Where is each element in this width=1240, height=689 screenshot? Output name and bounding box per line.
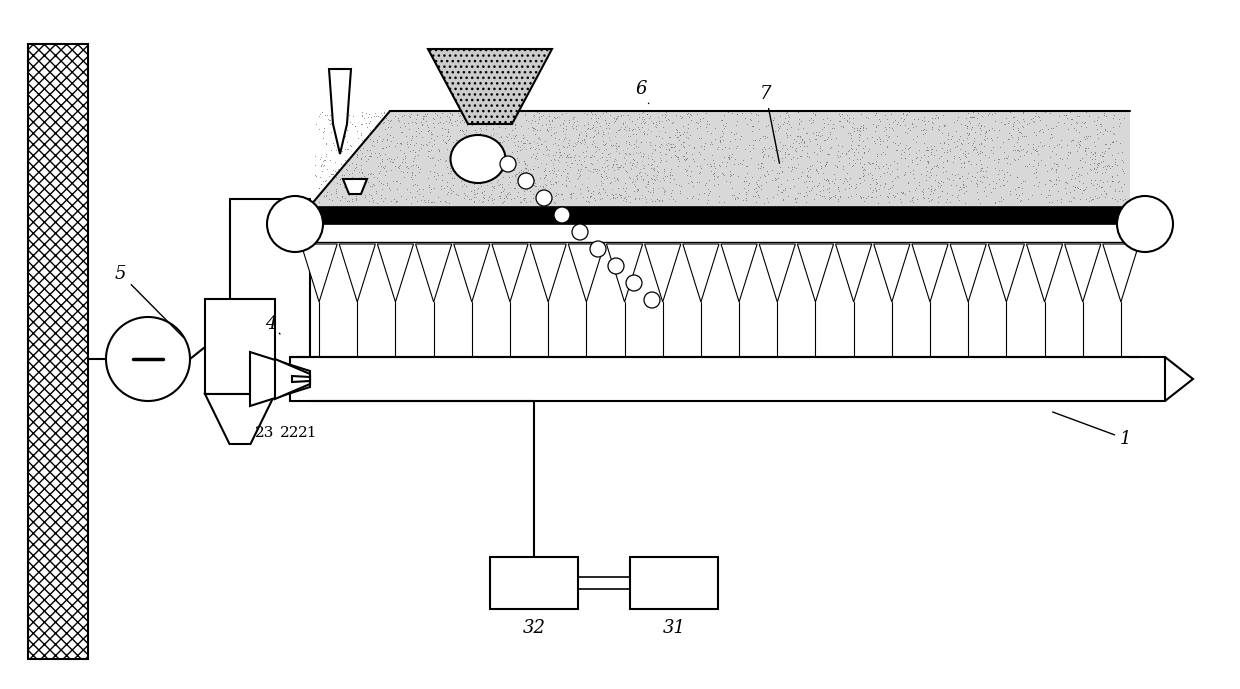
- Polygon shape: [343, 179, 367, 194]
- Text: 32: 32: [522, 619, 546, 637]
- Polygon shape: [301, 244, 337, 302]
- Circle shape: [267, 196, 322, 252]
- Polygon shape: [1166, 357, 1193, 401]
- Circle shape: [572, 224, 588, 240]
- Circle shape: [1117, 196, 1173, 252]
- Polygon shape: [205, 394, 275, 444]
- Bar: [295, 206, 1145, 224]
- Circle shape: [518, 173, 534, 189]
- Polygon shape: [428, 49, 552, 124]
- Circle shape: [644, 292, 660, 308]
- Ellipse shape: [450, 135, 506, 183]
- Text: 5: 5: [115, 265, 184, 337]
- Polygon shape: [250, 352, 310, 406]
- Polygon shape: [874, 244, 910, 302]
- Polygon shape: [720, 244, 758, 302]
- Bar: [205, 299, 275, 394]
- Bar: [29, 44, 88, 659]
- Polygon shape: [492, 244, 528, 302]
- Bar: [490, 557, 578, 609]
- Polygon shape: [797, 244, 833, 302]
- Circle shape: [626, 275, 642, 291]
- Polygon shape: [377, 244, 414, 302]
- Polygon shape: [606, 244, 642, 302]
- Polygon shape: [310, 111, 1130, 206]
- Bar: [630, 557, 718, 609]
- Polygon shape: [415, 244, 451, 302]
- Text: 6: 6: [635, 80, 649, 103]
- Text: 22: 22: [280, 426, 300, 440]
- Polygon shape: [911, 244, 949, 302]
- Circle shape: [554, 207, 570, 223]
- Text: 1: 1: [1053, 412, 1131, 448]
- Polygon shape: [683, 244, 719, 302]
- Text: 7: 7: [760, 85, 780, 163]
- Polygon shape: [1027, 244, 1063, 302]
- Polygon shape: [988, 244, 1024, 302]
- Polygon shape: [645, 244, 681, 302]
- Text: 23: 23: [255, 426, 275, 440]
- Circle shape: [500, 156, 516, 172]
- Text: 21: 21: [299, 426, 317, 440]
- Polygon shape: [1102, 244, 1140, 302]
- Polygon shape: [950, 244, 986, 302]
- Polygon shape: [454, 244, 490, 302]
- Polygon shape: [329, 69, 351, 154]
- Polygon shape: [275, 359, 310, 399]
- Text: 4: 4: [265, 315, 280, 334]
- Circle shape: [536, 190, 552, 206]
- Text: 31: 31: [662, 619, 686, 637]
- Polygon shape: [340, 244, 376, 302]
- Circle shape: [105, 317, 190, 401]
- Circle shape: [590, 241, 606, 257]
- Polygon shape: [529, 244, 567, 302]
- Polygon shape: [1065, 244, 1101, 302]
- Polygon shape: [291, 376, 310, 382]
- Circle shape: [608, 258, 624, 274]
- Polygon shape: [568, 244, 604, 302]
- Polygon shape: [759, 244, 795, 302]
- Polygon shape: [836, 244, 872, 302]
